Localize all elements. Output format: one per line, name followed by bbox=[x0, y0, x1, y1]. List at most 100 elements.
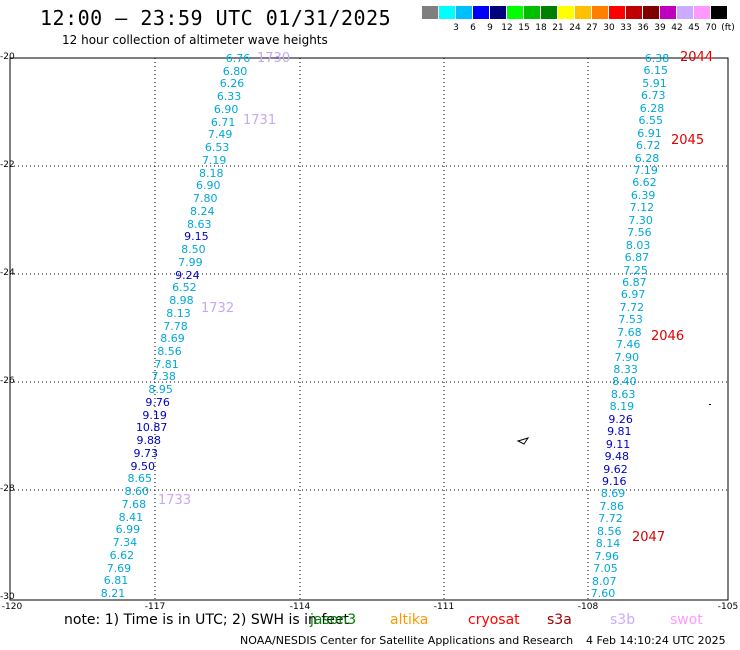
wave-height-value: 8.69 bbox=[160, 332, 185, 346]
wave-height-value: 7.86 bbox=[599, 499, 625, 513]
wave-height-value: 9.19 bbox=[142, 408, 167, 422]
wave-height-value: 7.72 bbox=[619, 300, 645, 314]
wave-height-value: 7.69 bbox=[106, 561, 132, 575]
satellite-cryosat: cryosat bbox=[468, 612, 520, 628]
lon-label: -105 bbox=[717, 602, 739, 612]
wave-height-value: 9.50 bbox=[130, 459, 156, 473]
wave-height-value: 8.56 bbox=[157, 344, 182, 358]
wave-height-value: 8.60 bbox=[124, 485, 150, 499]
wave-height-value: 8.56 bbox=[597, 524, 622, 538]
wave-height-value: 6.90 bbox=[195, 179, 221, 193]
wave-height-value: 6.87 bbox=[624, 251, 650, 265]
legend-swatch bbox=[711, 6, 727, 19]
legend-label: 30 bbox=[603, 23, 615, 33]
wave-height-value: 8.19 bbox=[609, 400, 635, 414]
wave-height-value: 9.73 bbox=[133, 446, 158, 460]
lat-label: -26 bbox=[0, 376, 15, 386]
island-outline bbox=[516, 437, 530, 445]
wave-height-value: 8.41 bbox=[118, 510, 144, 524]
wave-height-value: 7.49 bbox=[207, 128, 233, 142]
wave-height-value: 6.38 bbox=[644, 52, 670, 65]
lon-label: -111 bbox=[433, 602, 455, 612]
wave-height-value: 9.16 bbox=[602, 475, 627, 489]
wave-height-value: 9.24 bbox=[175, 268, 200, 282]
legend-label: 27 bbox=[586, 23, 598, 33]
legend-label: 36 bbox=[637, 23, 649, 33]
legend-label: 33 bbox=[620, 23, 632, 33]
pass-label: 2046 bbox=[651, 329, 685, 344]
legend-swatch bbox=[592, 6, 608, 19]
wave-height-value: 7.80 bbox=[193, 192, 218, 206]
wave-height-value: 9.62 bbox=[603, 462, 628, 476]
wave-height-value: 8.33 bbox=[613, 363, 638, 377]
legend-swatch bbox=[558, 6, 574, 19]
wave-height-value: 9.81 bbox=[607, 425, 632, 439]
legend-label: 70 bbox=[705, 23, 717, 33]
legend-swatch bbox=[490, 6, 506, 19]
wave-height-value: 6.15 bbox=[643, 64, 668, 78]
legend-label: 24 bbox=[569, 23, 581, 33]
legend-swatch bbox=[626, 6, 642, 19]
wave-height-value: 8.69 bbox=[600, 487, 626, 501]
wave-height-value: 7.96 bbox=[594, 549, 620, 563]
wave-height-value: 6.72 bbox=[635, 139, 661, 153]
wave-height-value: 6.28 bbox=[639, 101, 665, 115]
wave-height-value: 7.12 bbox=[629, 201, 655, 215]
wave-height-value: 7.30 bbox=[628, 213, 653, 227]
wave-height-value: 6.87 bbox=[622, 275, 647, 289]
wave-height-value: 9.76 bbox=[145, 395, 170, 409]
legend-swatch bbox=[575, 6, 591, 19]
lon-label: -120 bbox=[1, 602, 23, 612]
legend-label: 15 bbox=[518, 23, 530, 33]
lon-label: -108 bbox=[577, 602, 599, 612]
legend-label: 6 bbox=[470, 23, 476, 33]
wave-height-value: 6.80 bbox=[222, 64, 248, 78]
wave-height-value: 8.63 bbox=[610, 387, 636, 401]
wave-height-value: 6.62 bbox=[109, 548, 135, 562]
pass-label: 1730 bbox=[257, 51, 291, 66]
wave-height-value: 6.91 bbox=[637, 126, 662, 140]
wave-height-value: 7.34 bbox=[112, 536, 138, 550]
legend-swatch bbox=[694, 6, 710, 19]
wave-height-value: 8.18 bbox=[198, 166, 224, 180]
pass-label: 1733 bbox=[158, 493, 192, 508]
lat-label: -28 bbox=[0, 484, 15, 494]
wave-height-value: 7.38 bbox=[151, 370, 176, 384]
wave-height-value: 8.13 bbox=[166, 306, 191, 320]
lon-label: -114 bbox=[289, 602, 311, 612]
wave-height-value: 7.60 bbox=[590, 587, 616, 600]
footer-note: note: 1) Time is in UTC; 2) SWH is in fe… bbox=[64, 612, 350, 628]
wave-height-value: 7.53 bbox=[618, 313, 643, 327]
wave-height-value: 9.48 bbox=[604, 450, 630, 464]
satellite-s3a: s3a bbox=[547, 612, 572, 628]
wave-height-value: 9.88 bbox=[136, 434, 161, 448]
pass-label: 1732 bbox=[201, 301, 235, 316]
wave-height-value: 6.28 bbox=[634, 151, 660, 165]
legend-label: (ft) bbox=[721, 23, 735, 33]
wave-height-value: 7.90 bbox=[614, 350, 640, 364]
wave-height-value: 6.73 bbox=[640, 89, 666, 103]
lat-label: -30 bbox=[0, 592, 15, 602]
satellite-swot: swot bbox=[670, 612, 703, 628]
lat-label: -24 bbox=[0, 268, 15, 278]
wave-height-value: 6.33 bbox=[216, 90, 242, 104]
wave-height-value: 9.11 bbox=[605, 437, 631, 451]
satellite-altika: altika bbox=[390, 612, 429, 628]
wave-height-value: 6.26 bbox=[219, 77, 245, 91]
wave-height-value: 8.07 bbox=[592, 574, 617, 588]
pass-label: 2045 bbox=[671, 133, 705, 148]
wave-height-value: 6.81 bbox=[103, 574, 129, 588]
wave-height-value: 7.72 bbox=[598, 512, 623, 526]
legend-swatch bbox=[422, 6, 438, 19]
legend-label: 42 bbox=[671, 23, 683, 33]
wave-height-value: 6.55 bbox=[638, 114, 663, 128]
wave-height-value: 7.05 bbox=[593, 562, 618, 576]
wave-height-value: 9.26 bbox=[608, 412, 633, 426]
map-frame bbox=[9, 57, 729, 601]
legend-label: 12 bbox=[501, 23, 513, 33]
wave-height-value: 7.25 bbox=[623, 263, 648, 277]
legend-swatch bbox=[660, 6, 676, 19]
wave-height-value: 6.52 bbox=[172, 281, 197, 295]
wave-height-value: 7.68 bbox=[121, 497, 147, 511]
